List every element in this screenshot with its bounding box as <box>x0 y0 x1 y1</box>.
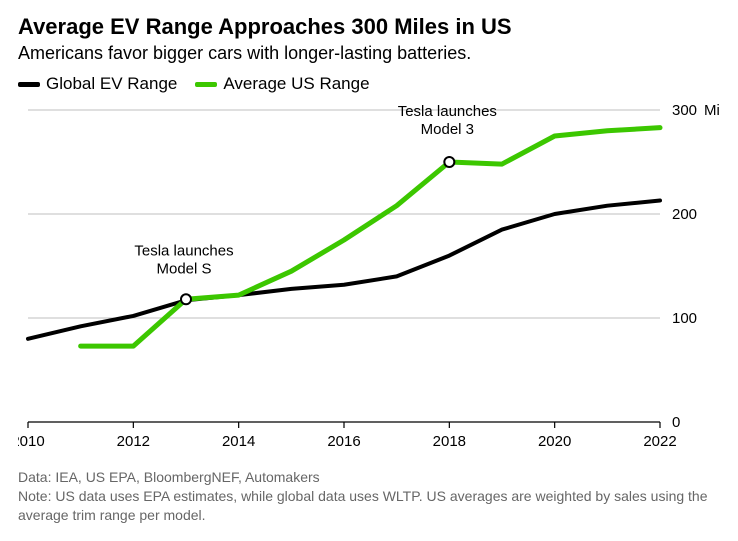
svg-text:200: 200 <box>672 206 697 223</box>
svg-text:2020: 2020 <box>538 433 571 450</box>
legend-label-global: Global EV Range <box>46 74 177 94</box>
svg-text:300: 300 <box>672 102 697 119</box>
svg-text:2010: 2010 <box>18 433 45 450</box>
svg-text:100: 100 <box>672 310 697 327</box>
svg-text:Tesla launches: Tesla launches <box>398 103 497 120</box>
svg-text:Tesla launches: Tesla launches <box>134 243 233 260</box>
legend: Global EV Range Average US Range <box>18 74 720 94</box>
svg-text:2018: 2018 <box>433 433 466 450</box>
svg-text:Model 3: Model 3 <box>421 121 474 138</box>
chart-footer: Data: IEA, US EPA, BloombergNEF, Automak… <box>18 468 720 525</box>
svg-text:Model S: Model S <box>156 261 211 278</box>
legend-label-us: Average US Range <box>223 74 369 94</box>
line-chart-svg: 0 100 200 300 Miles 2010 2012 2014 2016 2018 2020 2… <box>18 100 720 460</box>
chart-subtitle: Americans favor bigger cars with longer-… <box>18 43 720 64</box>
svg-text:0: 0 <box>672 414 680 431</box>
data-attribution: Data: IEA, US EPA, BloombergNEF, Automak… <box>18 468 720 487</box>
legend-item-us: Average US Range <box>195 74 369 94</box>
svg-text:2014: 2014 <box>222 433 255 450</box>
chart-area: 0 100 200 300 Miles 2010 2012 2014 2016 2018 2020 2… <box>18 100 720 460</box>
svg-text:2016: 2016 <box>327 433 360 450</box>
legend-item-global: Global EV Range <box>18 74 177 94</box>
chart-card: Average EV Range Approaches 300 Miles in… <box>0 0 738 541</box>
svg-text:Miles: Miles <box>704 102 720 119</box>
legend-swatch-global <box>18 82 40 87</box>
chart-note: Note: US data uses EPA estimates, while … <box>18 487 720 525</box>
svg-text:2022: 2022 <box>643 433 676 450</box>
svg-text:2012: 2012 <box>117 433 150 450</box>
chart-title: Average EV Range Approaches 300 Miles in… <box>18 14 720 39</box>
legend-swatch-us <box>195 82 217 87</box>
